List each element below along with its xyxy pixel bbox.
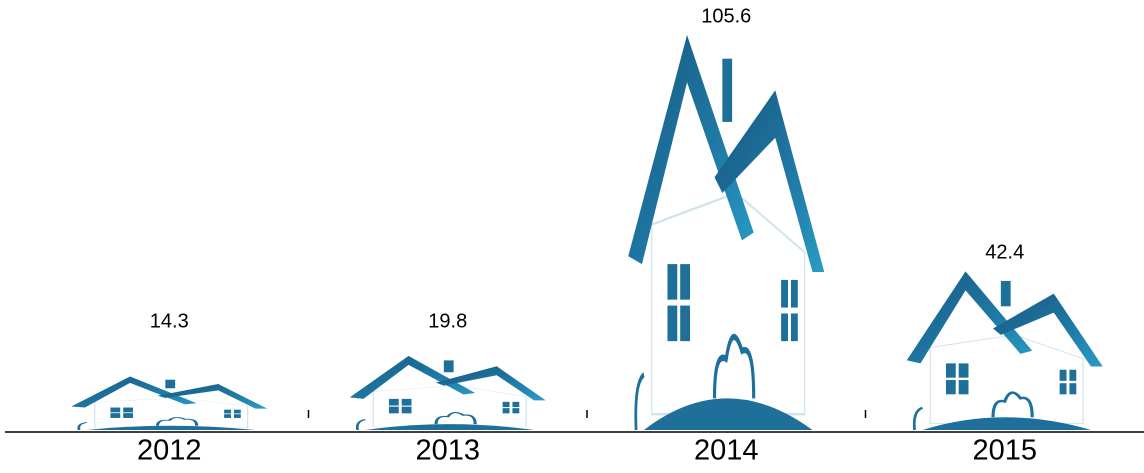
window (781, 279, 788, 308)
window (401, 406, 412, 414)
house-wall (929, 334, 1084, 425)
house-icon (628, 35, 825, 430)
window (233, 414, 241, 418)
x-tick-label: 2012 (137, 435, 202, 467)
window (401, 398, 412, 406)
ground (922, 417, 1091, 430)
chimney (1000, 280, 1011, 307)
window (1069, 369, 1077, 381)
window (781, 313, 788, 342)
window (667, 264, 678, 300)
bush (991, 391, 1034, 418)
bush (155, 417, 199, 426)
value-label: 42.4 (985, 242, 1024, 264)
ground (365, 424, 534, 430)
window (224, 409, 231, 414)
window (388, 406, 399, 414)
chimney (722, 58, 733, 122)
window (224, 414, 231, 418)
roof-left (628, 35, 754, 265)
window (110, 407, 121, 413)
house-icon (906, 271, 1103, 430)
roof-right (157, 383, 268, 409)
value-label: 105.6 (701, 5, 751, 27)
window (123, 407, 133, 413)
ground (86, 425, 256, 430)
window (790, 313, 798, 342)
grass (355, 419, 367, 430)
grass (77, 422, 88, 430)
window (680, 305, 690, 342)
roof-right (992, 293, 1103, 367)
x-tick-label: 2015 (972, 435, 1037, 467)
window (110, 413, 121, 418)
house-wall (651, 191, 806, 416)
house-wall (94, 397, 249, 429)
window (1069, 383, 1077, 395)
bush (712, 334, 756, 399)
roof-left (906, 271, 1033, 364)
grass (634, 372, 645, 430)
window (1059, 383, 1067, 395)
roof-right (714, 90, 825, 272)
ground (643, 398, 813, 430)
house-wall (372, 385, 527, 428)
bush (434, 412, 477, 425)
window (680, 264, 690, 300)
window (388, 398, 399, 406)
window (958, 380, 969, 395)
house-icon (349, 355, 546, 430)
window (512, 408, 520, 414)
chimney (165, 379, 176, 389)
window (502, 408, 510, 414)
x-tick-label: 2014 (694, 435, 759, 467)
window (123, 413, 133, 418)
grass (912, 406, 924, 430)
window (945, 363, 956, 378)
window (945, 380, 956, 395)
value-label: 19.8 (428, 310, 467, 332)
roof-right (435, 366, 546, 401)
window (790, 279, 798, 308)
value-label: 14.3 (150, 310, 189, 332)
window (667, 305, 678, 342)
house-icon (71, 376, 268, 430)
window (958, 363, 969, 378)
roof-left (349, 355, 476, 399)
window (1059, 369, 1067, 381)
window (233, 409, 241, 414)
window (502, 401, 510, 408)
x-tick-label: 2013 (415, 435, 480, 467)
chimney (443, 360, 454, 373)
window (512, 401, 520, 408)
roof-left (71, 376, 197, 408)
